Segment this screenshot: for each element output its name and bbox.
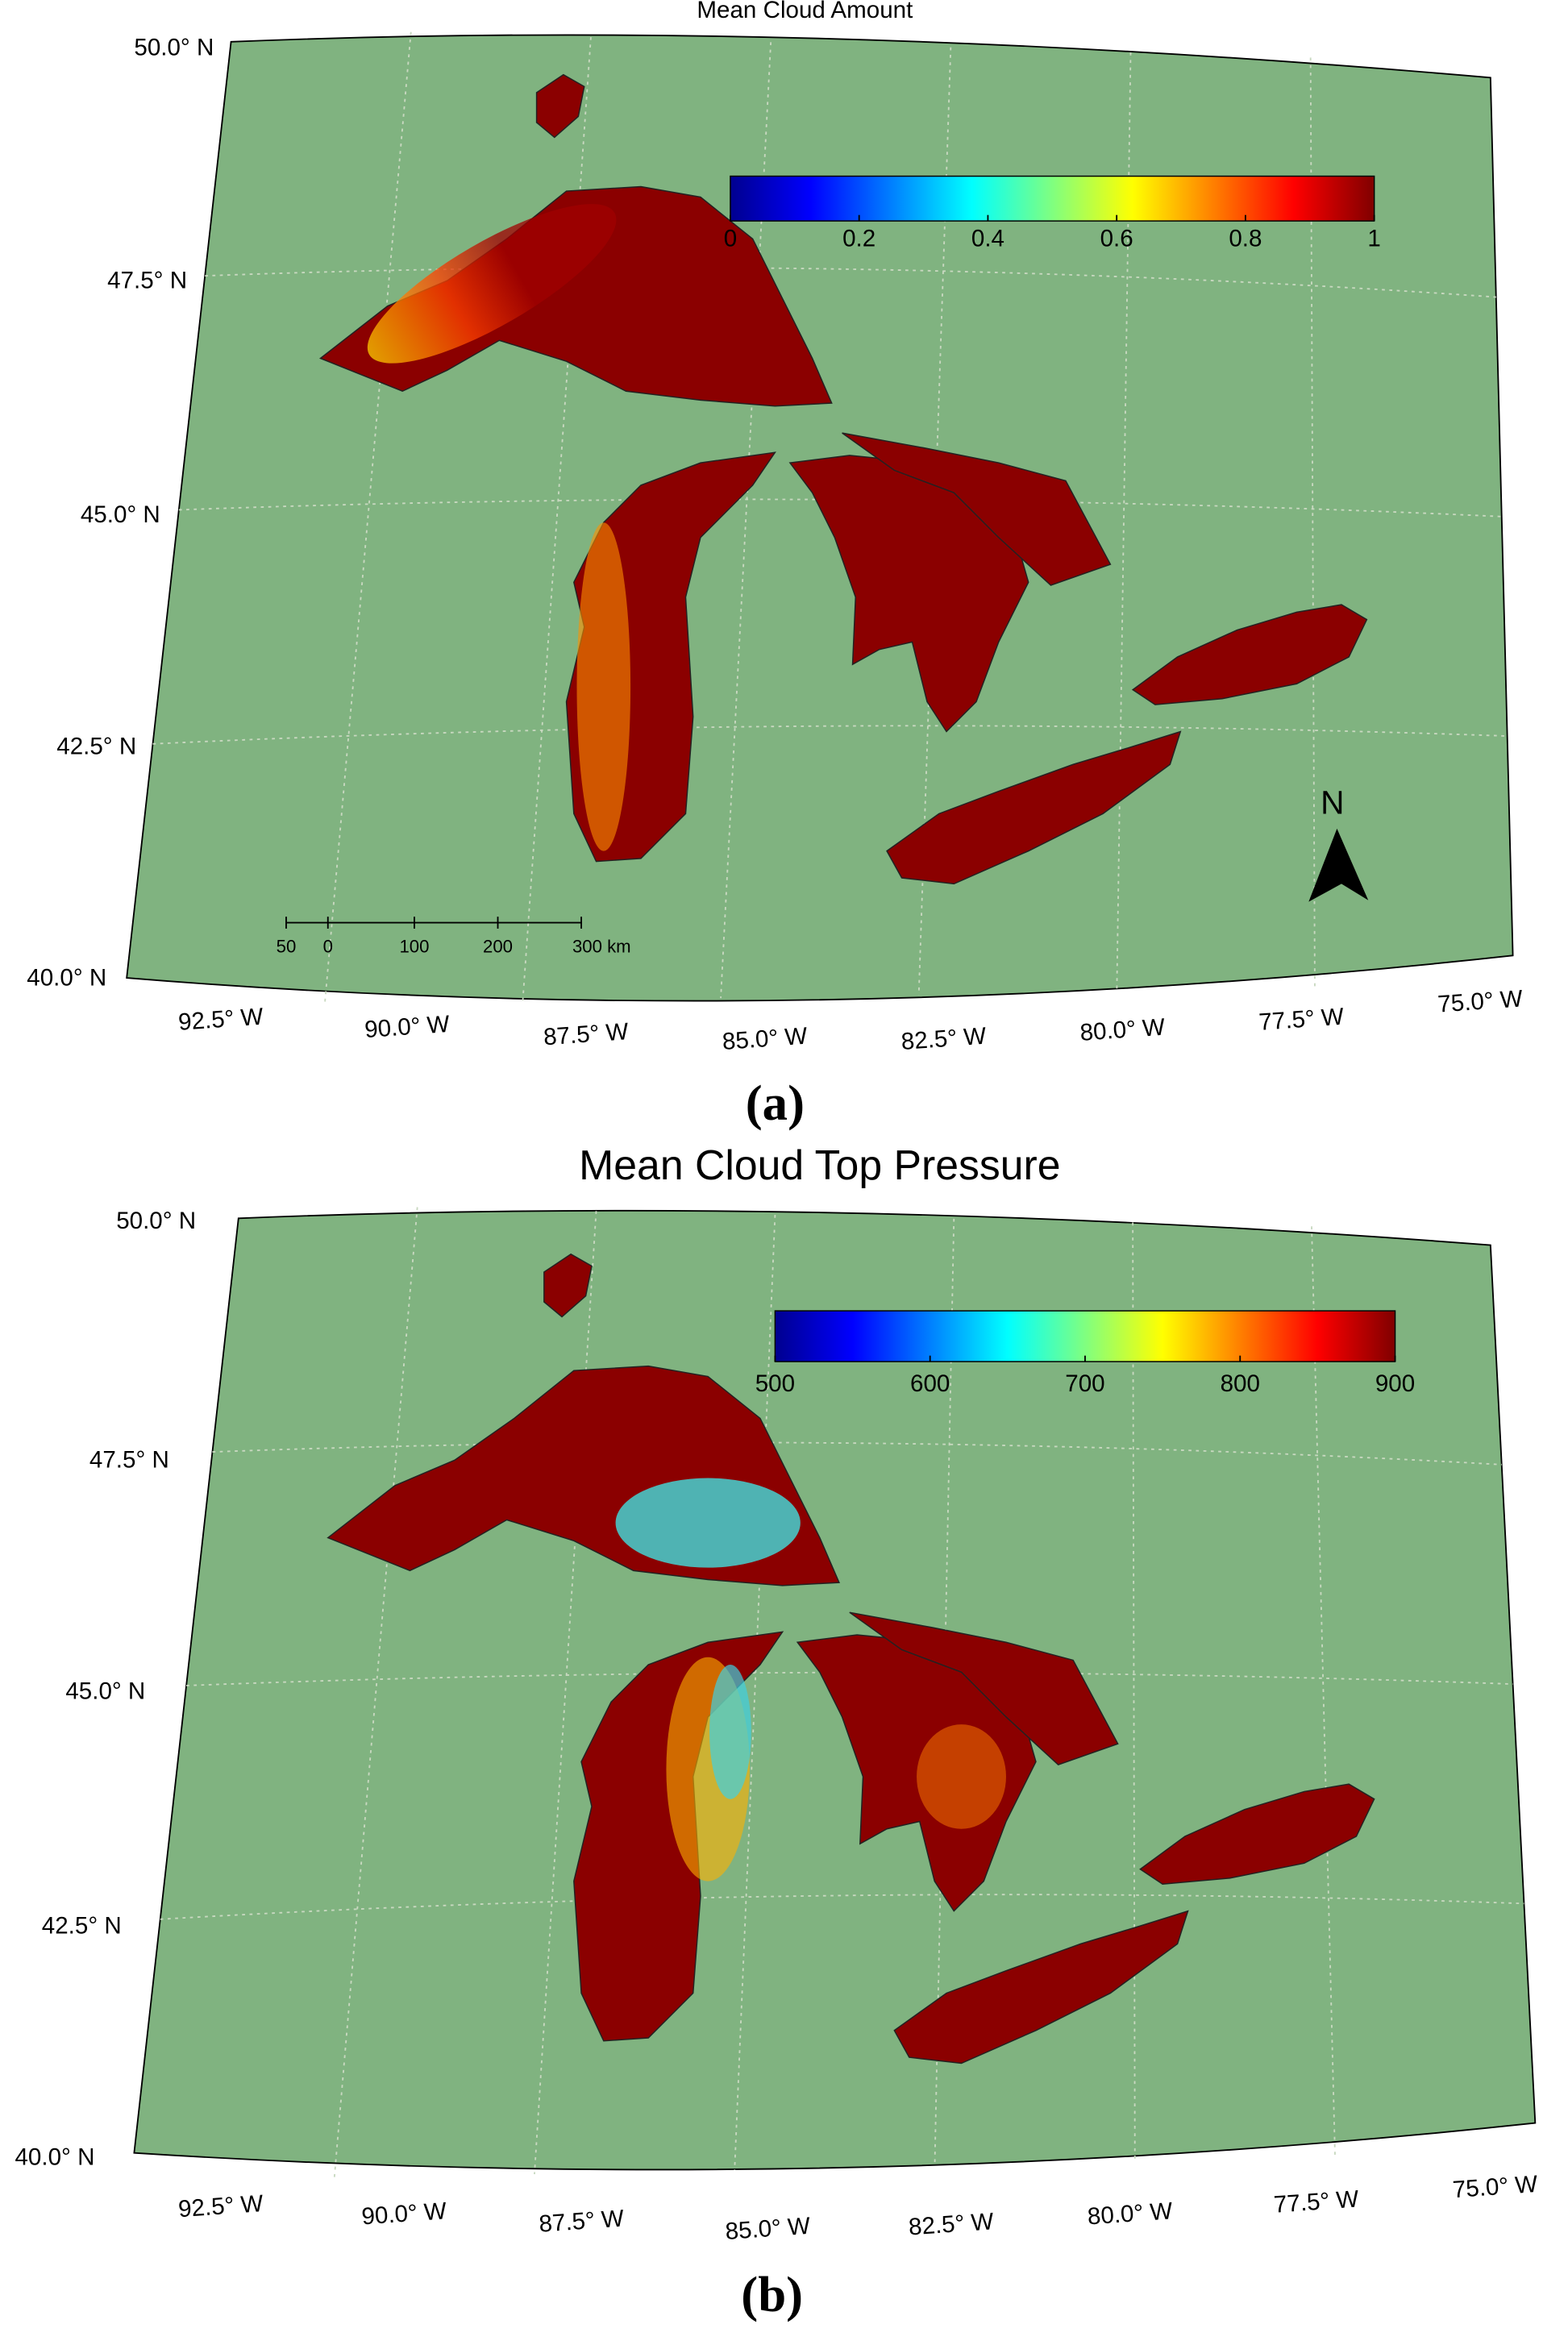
colorbar-tick-label: 0.2 [842, 226, 876, 252]
scale-label: 0 [323, 937, 333, 957]
latitude-label: 47.5° N [107, 267, 187, 293]
colorbar-tick-label: 0.8 [1229, 226, 1262, 252]
longitude-label: 75.0° W [1452, 2171, 1539, 2203]
scale-label: 200 [483, 937, 513, 957]
longitude-label: 75.0° W [1437, 985, 1524, 1017]
longitude-label: 85.0° W [722, 1023, 809, 1055]
longitude-label: 77.5° W [1258, 1004, 1345, 1036]
panel-label: (a) [746, 1075, 805, 1131]
longitude-label: 82.5° W [908, 2208, 995, 2240]
lake-georgian [842, 432, 1112, 586]
north-arrow [1308, 828, 1369, 902]
colorbar-tick-label: 0 [724, 226, 737, 252]
scale-label: 100 [399, 937, 429, 957]
panel-label: (b) [741, 2266, 803, 2322]
colorbar-tick-label: 500 [755, 1370, 795, 1397]
lake-ontario [1139, 1783, 1375, 1886]
latitude-label: 45.0° N [81, 501, 160, 528]
colorbar-tick-label: 900 [1375, 1370, 1415, 1397]
shore-high [576, 522, 631, 851]
latitude-label: 50.0° N [116, 1208, 196, 1234]
lake-nipigon [543, 1253, 593, 1318]
lake-erie [893, 1910, 1189, 2064]
cloud-low [709, 1665, 751, 1799]
latitude-label: 47.5° N [89, 1447, 169, 1474]
latitude-label: 42.5° N [42, 1912, 122, 1939]
longitude-label: 92.5° W [177, 1004, 264, 1036]
cloud-mid [917, 1724, 1006, 1829]
graticule [333, 1207, 418, 2179]
cloud-low [615, 1478, 801, 1568]
colorbar-tick-label: 0.4 [971, 226, 1004, 252]
graticule [1309, 57, 1316, 989]
latitude-label: 45.0° N [65, 1678, 145, 1705]
lakes [319, 73, 1368, 885]
graticule [152, 725, 1508, 745]
longitude-label: 80.0° W [1087, 2198, 1174, 2230]
lake-nipigon [535, 73, 585, 139]
longitude-label: 92.5° W [177, 2190, 264, 2222]
map-title: Mean Cloud Amount [697, 0, 913, 23]
latitude-label: 50.0° N [134, 35, 214, 61]
longitude-label: 90.0° W [360, 2198, 447, 2230]
colorbar-tick-label: 800 [1221, 1370, 1260, 1397]
latitude-label: 40.0° N [15, 2143, 94, 2170]
graticule [205, 266, 1496, 298]
colorbar-tick-label: 1 [1367, 226, 1380, 252]
colorbar-tick-label: 700 [1065, 1370, 1104, 1397]
longitude-label: 80.0° W [1079, 1014, 1167, 1046]
colorbar-tick-label: 0.6 [1100, 226, 1133, 252]
longitude-label: 87.5° W [538, 2205, 625, 2237]
lake-erie [886, 730, 1182, 885]
map-title: Mean Cloud Top Pressure [579, 1141, 1060, 1188]
scale-label: 50 [277, 937, 297, 957]
longitude-label: 77.5° W [1273, 2185, 1360, 2218]
colorbar [774, 1310, 1396, 1362]
shore-high [367, 204, 617, 364]
scale-label: 300 km [572, 937, 631, 957]
longitude-label: 90.0° W [364, 1011, 451, 1043]
longitude-label: 82.5° W [900, 1023, 988, 1055]
colorbar-tick-label: 600 [910, 1370, 950, 1397]
longitude-label: 85.0° W [725, 2213, 812, 2245]
lake-georgian [849, 1611, 1119, 1765]
graticule [323, 31, 412, 1005]
longitude-label: 87.5° W [543, 1018, 630, 1050]
colorbar [730, 175, 1375, 222]
graticule [212, 1441, 1502, 1466]
lakes [326, 1253, 1375, 2064]
graticule [934, 1218, 955, 2166]
north-label: N [1321, 784, 1344, 821]
graticule [1311, 1226, 1336, 2157]
lake-ontario [1131, 604, 1368, 705]
latitude-label: 40.0° N [27, 964, 106, 991]
latitude-label: 42.5° N [56, 733, 136, 759]
graticule [734, 1214, 776, 2170]
